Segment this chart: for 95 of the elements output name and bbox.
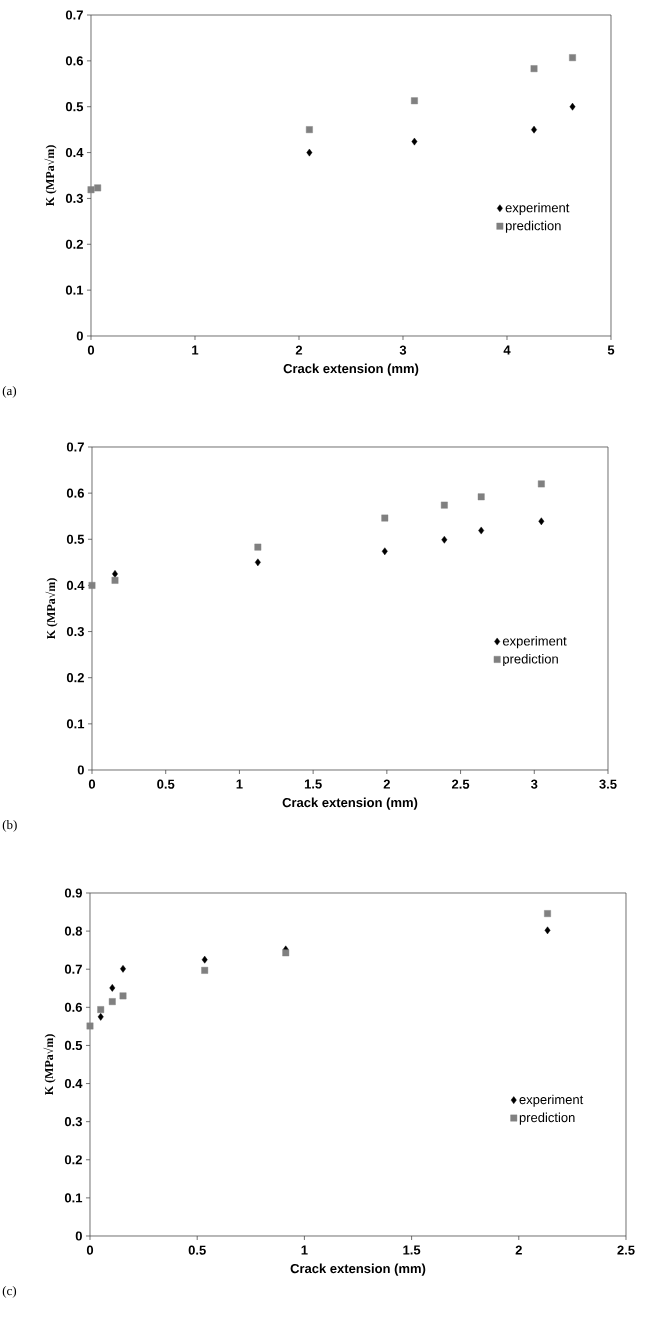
point	[94, 184, 102, 192]
y-tick-label: 0.4	[66, 580, 85, 591]
point	[530, 65, 538, 73]
x-tick-label: 5	[607, 345, 615, 355]
x-tick-label: 0.5	[188, 1245, 206, 1255]
text: (a)	[2, 386, 17, 398]
y-tick-label: 0.1	[64, 1193, 83, 1203]
y-tick-label: 0.4	[65, 147, 84, 158]
x-tick-label: 1.5	[304, 779, 322, 789]
x-tick-label: 0	[88, 779, 96, 789]
point	[478, 526, 485, 535]
point	[441, 535, 448, 544]
y-tick-label: 0.3	[65, 193, 83, 204]
text: (c)	[2, 1286, 17, 1298]
x-tick-label: 3	[399, 345, 407, 355]
x-tick-label: 0	[87, 345, 95, 355]
point	[477, 493, 485, 501]
point	[97, 1013, 104, 1021]
x-tick-label: 2	[383, 779, 390, 789]
point	[381, 547, 388, 556]
point	[86, 1022, 94, 1030]
y-tick-label: 0.1	[65, 285, 84, 295]
x-tick-label: 4	[503, 345, 511, 355]
point	[88, 582, 96, 589]
x-axis-title: Crack extension (mm)	[290, 1263, 426, 1276]
y-tick-label: 0.7	[64, 964, 82, 974]
y-tick-label: 0.5	[66, 534, 85, 544]
point	[282, 949, 290, 957]
point	[111, 576, 119, 584]
point	[381, 514, 389, 522]
y-tick-label: 0	[75, 1231, 82, 1241]
point	[306, 126, 313, 134]
point	[119, 992, 127, 1000]
x-tick-label: 1	[301, 1245, 308, 1255]
legend-label: experiment	[502, 636, 567, 649]
y-tick-label: 0.5	[64, 1040, 83, 1051]
point	[254, 543, 262, 551]
point	[440, 501, 448, 509]
legend-label: experiment	[519, 1094, 584, 1107]
x-tick-label: 1	[192, 345, 199, 355]
legend-label: prediction	[505, 220, 561, 233]
point	[108, 998, 116, 1006]
legend-label: prediction	[503, 653, 558, 667]
x-tick-label: 0.5	[157, 779, 175, 789]
y-tick-label: 0	[76, 331, 83, 341]
point	[109, 984, 116, 992]
y-tick-label: 0.2	[64, 1155, 82, 1165]
x-tick-label: 1.5	[403, 1245, 421, 1255]
point	[537, 480, 545, 488]
point	[254, 558, 261, 567]
y-tick-label: 0.7	[65, 10, 83, 20]
x-tick-label: 2	[295, 345, 303, 355]
point	[120, 965, 126, 973]
point	[112, 570, 118, 578]
x-tick-label: 2	[515, 1245, 522, 1255]
y-axis-title: K (MPa√m)	[43, 1034, 56, 1096]
y-tick-label: 0.4	[64, 1078, 83, 1089]
y-tick-label: 0.8	[64, 926, 83, 936]
x-tick-label: 3.5	[599, 779, 617, 789]
point	[306, 148, 313, 157]
point	[201, 966, 209, 974]
x-tick-label: 0	[86, 1245, 94, 1255]
point	[411, 137, 418, 146]
y-axis-title: K (MPa√m)	[44, 145, 57, 207]
y-tick-label: 0.2	[66, 673, 84, 683]
legend-label: experiment	[505, 202, 570, 215]
point	[97, 1006, 105, 1014]
y-tick-label: 0.6	[65, 56, 83, 66]
y-tick-label: 0.6	[64, 1002, 82, 1012]
legend-label: prediction	[519, 1112, 575, 1125]
x-axis-title: Crack extension (mm)	[282, 797, 418, 810]
y-tick-label: 0	[77, 765, 84, 775]
x-tick-label: 3	[530, 779, 538, 789]
y-axis-title: K (MPa√m)	[45, 578, 58, 640]
point	[201, 955, 208, 964]
y-tick-label: 0.5	[65, 102, 84, 112]
y-tick-label: 0.6	[66, 488, 84, 498]
point	[411, 97, 418, 105]
y-tick-label: 0.7	[66, 442, 84, 452]
point	[538, 517, 545, 526]
point	[87, 186, 95, 194]
y-tick-label: 0.9	[64, 888, 82, 898]
y-tick-label: 0.2	[65, 239, 83, 249]
x-axis-title: Crack extension (mm)	[283, 363, 419, 376]
point	[569, 54, 576, 62]
x-tick-label: 1	[236, 779, 243, 789]
x-tick-label: 2.5	[617, 1245, 635, 1255]
point	[544, 910, 551, 917]
x-tick-label: 2.5	[451, 779, 470, 789]
y-tick-label: 0.3	[64, 1117, 82, 1127]
y-tick-label: 0.3	[66, 626, 84, 637]
y-tick-label: 0.1	[66, 719, 85, 729]
point	[544, 926, 551, 935]
point	[569, 102, 576, 111]
text: (b)	[2, 820, 17, 832]
